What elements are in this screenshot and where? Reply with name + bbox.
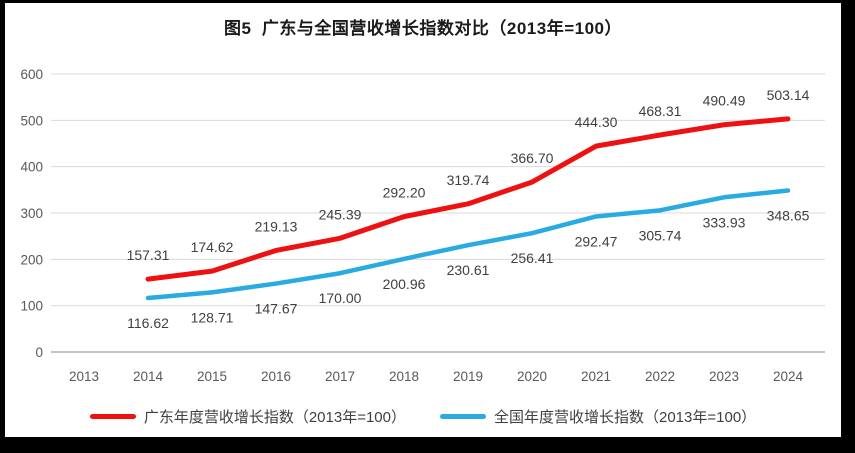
y-axis-tick-label: 500 bbox=[20, 113, 43, 128]
legend-label-national: 全国年度营收增长指数（2013年=100） bbox=[494, 408, 757, 426]
data-label-national: 292.47 bbox=[575, 233, 618, 249]
chart-title: 图5 广东与全国营收增长指数对比（2013年=100） bbox=[223, 19, 622, 38]
x-axis-tick-label: 2019 bbox=[453, 369, 483, 384]
x-axis-tick-label: 2013 bbox=[69, 369, 99, 384]
x-axis-tick-label: 2014 bbox=[133, 369, 164, 384]
x-axis-tick-label: 2015 bbox=[197, 369, 227, 384]
y-axis-tick-label: 200 bbox=[20, 252, 43, 267]
data-label-national: 348.65 bbox=[767, 207, 810, 223]
legend-label-guangdong: 广东年度营收增长指数（2013年=100） bbox=[143, 408, 406, 426]
y-axis-tick-label: 300 bbox=[20, 206, 43, 221]
data-label-guangdong: 219.13 bbox=[255, 218, 298, 234]
data-label-national: 170.00 bbox=[319, 290, 362, 306]
data-label-guangdong: 157.31 bbox=[127, 247, 170, 263]
data-label-national: 200.96 bbox=[383, 276, 426, 292]
y-axis-tick-label: 400 bbox=[20, 160, 43, 175]
data-label-national: 333.93 bbox=[703, 214, 746, 230]
x-axis-tick-label: 2016 bbox=[261, 369, 291, 384]
data-label-guangdong: 490.49 bbox=[703, 93, 746, 109]
data-label-national: 128.71 bbox=[191, 309, 234, 325]
data-label-guangdong: 444.30 bbox=[575, 114, 618, 130]
x-axis-tick-label: 2017 bbox=[325, 369, 355, 384]
data-label-guangdong: 366.70 bbox=[511, 150, 554, 166]
legend-item-guangdong: 广东年度营收增长指数（2013年=100） bbox=[89, 406, 406, 427]
series-line-guangdong bbox=[145, 116, 791, 282]
data-label-national: 147.67 bbox=[255, 301, 298, 317]
y-axis-tick-label: 100 bbox=[20, 299, 43, 314]
x-axis-tick-label: 2021 bbox=[581, 369, 611, 384]
data-label-guangdong: 468.31 bbox=[639, 103, 682, 119]
x-axis-tick-label: 2018 bbox=[389, 369, 419, 384]
data-label-national: 256.41 bbox=[511, 250, 554, 266]
data-label-guangdong: 245.39 bbox=[319, 206, 362, 222]
series-line-national bbox=[145, 188, 791, 301]
legend-swatch-national bbox=[440, 413, 486, 419]
data-label-guangdong: 319.74 bbox=[447, 172, 490, 188]
data-label-guangdong: 292.20 bbox=[383, 185, 426, 201]
line-chart: 0 100 200 300 400 500 600 2013 2014 2015 2016 2017 2… bbox=[20, 67, 825, 384]
legend-item-national: 全国年度营收增长指数（2013年=100） bbox=[440, 406, 756, 427]
chart-canvas: 图5 广东与全国营收增长指数对比（2013年=100） 0 100 200 300 40… bbox=[5, 3, 841, 437]
data-label-national: 116.62 bbox=[127, 315, 169, 331]
x-axis-tick-label: 2022 bbox=[645, 369, 675, 384]
legend-swatch-guangdong bbox=[89, 413, 136, 419]
data-label-national: 305.74 bbox=[639, 227, 682, 243]
y-axis-tick-label: 0 bbox=[35, 345, 43, 360]
x-axis-tick-label: 2020 bbox=[517, 369, 547, 384]
x-axis-tick-label: 2024 bbox=[773, 369, 804, 384]
y-axis-tick-label: 600 bbox=[20, 67, 43, 82]
data-label-guangdong: 174.62 bbox=[191, 239, 234, 255]
x-axis-tick-label: 2023 bbox=[709, 369, 739, 384]
chart-legend: 广东年度营收增长指数（2013年=100） 全国年度营收增长指数（2013年=10… bbox=[5, 403, 841, 429]
data-label-national: 230.61 bbox=[447, 262, 490, 278]
data-label-guangdong: 503.14 bbox=[767, 87, 810, 103]
